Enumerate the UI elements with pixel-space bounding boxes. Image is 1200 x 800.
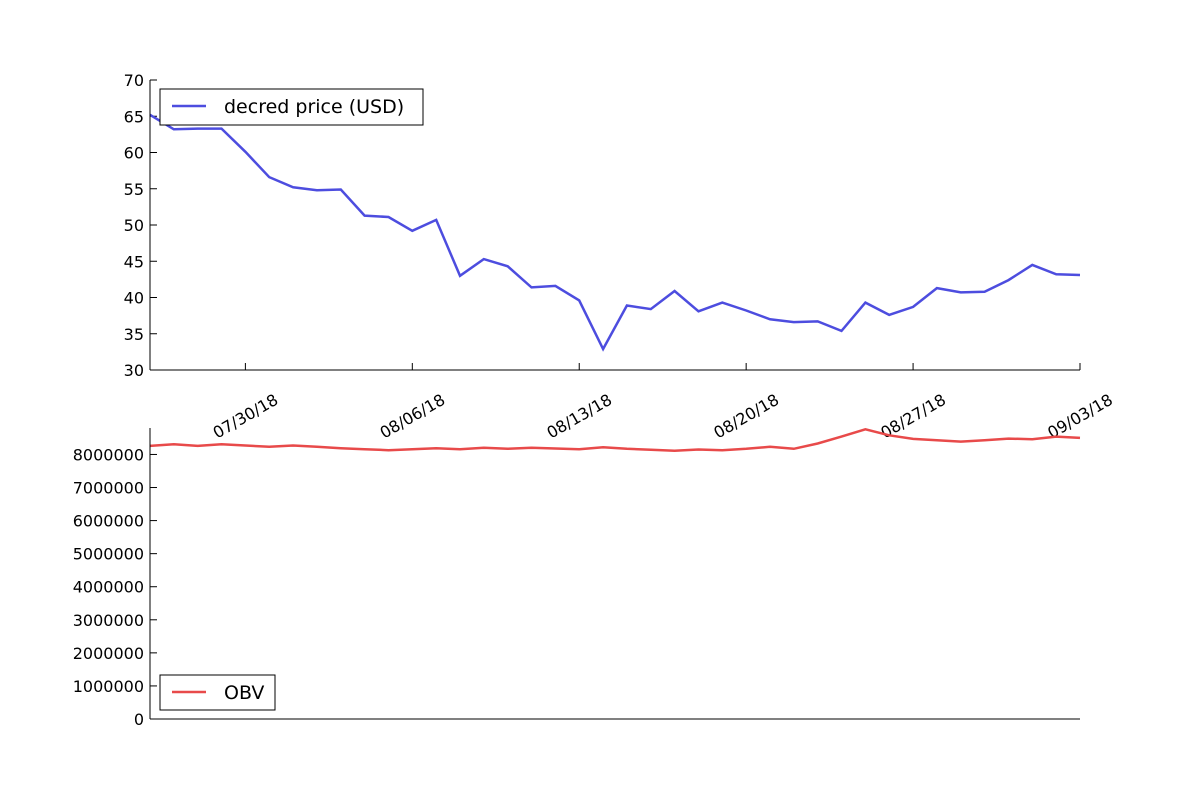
obv-legend: OBV [159, 674, 276, 711]
price-y-tick-label: 40 [124, 289, 144, 308]
price-series-line [149, 113, 1081, 352]
obv-y-tick-label: 4000000 [73, 578, 144, 597]
price-y-axis: 30 35 40 45 50 55 60 65 70 [124, 71, 157, 380]
obv-y-tick-label: 2000000 [73, 644, 144, 663]
obv-legend-label: OBV [224, 682, 264, 704]
obv-y-tick-label: 5000000 [73, 545, 144, 564]
price-y-tick-label: 60 [124, 144, 144, 163]
price-x-tick-label: 08/20/18 [710, 390, 782, 442]
price-y-tick-label: 30 [124, 361, 144, 380]
obv-chart-panel: 0 1000000 2000000 3000000 4000000 5000000 6000… [73, 428, 1081, 729]
price-x-axis: 07/30/18 08/06/18 08/13/18 08/20/18 08/27/18… [210, 363, 1116, 442]
price-y-tick-label: 35 [124, 325, 144, 344]
price-y-tick-label: 50 [124, 216, 144, 235]
price-legend: decred price (USD) [159, 88, 424, 126]
price-y-tick-label: 70 [124, 71, 144, 90]
obv-y-tick-label: 3000000 [73, 611, 144, 630]
price-x-tick-label: 08/13/18 [543, 390, 615, 442]
price-x-tick-label: 07/30/18 [210, 390, 282, 442]
price-y-tick-label: 65 [124, 107, 144, 126]
obv-y-axis: 0 1000000 2000000 3000000 4000000 5000000 6000… [73, 445, 157, 729]
obv-series-line [149, 428, 1081, 453]
price-y-tick-label: 45 [124, 252, 144, 271]
price-chart-panel: 30 35 40 45 50 55 60 65 70 07/30/18 08/06/18 08/13… [124, 71, 1116, 442]
obv-y-tick-label: 8000000 [73, 445, 144, 464]
obv-y-tick-label: 7000000 [73, 479, 144, 498]
price-x-tick-label: 08/06/18 [377, 390, 449, 442]
obv-y-tick-label: 1000000 [73, 677, 144, 696]
obv-y-tick-label: 0 [134, 710, 144, 729]
price-x-tick-label: 09/03/18 [1044, 390, 1116, 442]
price-y-tick-label: 55 [124, 180, 144, 199]
price-legend-label: decred price (USD) [224, 96, 404, 118]
obv-y-tick-label: 6000000 [73, 512, 144, 531]
